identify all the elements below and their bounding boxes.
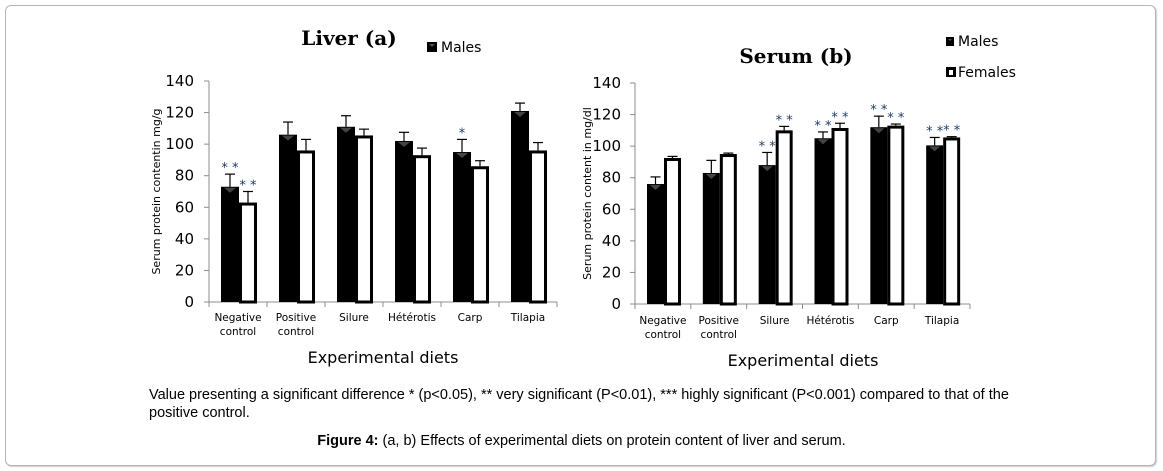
serum-chart-title: Serum (b) — [739, 44, 852, 68]
serum-y-tick-label: 80 — [602, 169, 621, 187]
serum-bar-females — [664, 157, 681, 306]
liver-bar-males — [279, 134, 297, 302]
liver-category-label: Hétérotis — [388, 312, 436, 324]
liver-bar-females — [239, 202, 257, 304]
liver-bar-females — [471, 166, 489, 304]
liver-bar-females — [297, 150, 315, 304]
liver-category-label: Negative — [214, 312, 261, 324]
serum-y-tick-label: 120 — [592, 106, 621, 124]
liver-bar-males — [337, 126, 355, 303]
liver-bar-females — [529, 150, 547, 304]
serum-y-tick-label: 140 — [592, 74, 621, 92]
liver-chart-title: Liver (a) — [301, 26, 396, 50]
liver-bar-males-cap — [398, 141, 410, 147]
serum-bar-males-cap — [705, 173, 717, 179]
serum-y-tick-label: 40 — [602, 232, 621, 250]
serum-category-label: Carp — [874, 315, 899, 327]
liver-category-label: Tilapia — [510, 312, 545, 324]
serum-significance-marker: * * — [926, 124, 944, 139]
serum-significance-marker: * * — [831, 110, 849, 125]
serum-significance-marker: * * — [887, 111, 905, 126]
serum-y-axis-title: Serum protein content in mg/dl — [581, 107, 594, 280]
serum-category-label: Hétérotis — [806, 315, 854, 327]
serum-y-tick-label: 20 — [602, 263, 621, 281]
serum-legend-swatch-males — [946, 37, 954, 46]
liver-y-tick-label: 0 — [184, 293, 194, 311]
figure-frame — [5, 5, 1156, 466]
figure-caption-label: Figure 4: — [317, 433, 379, 449]
serum-bar-males-cap — [817, 139, 829, 145]
serum-bar-females — [719, 154, 737, 306]
liver-category-label: control — [220, 326, 256, 338]
liver-bar-males — [221, 186, 239, 302]
serum-legend-swatch-highlight — [948, 39, 952, 41]
serum-significance-marker: * * — [870, 103, 888, 118]
figure-caption: Figure 4: (a, b) Effects of experimental… — [0, 433, 1163, 449]
liver-significance-marker: * — [459, 126, 466, 141]
liver-significance-marker: * * — [239, 179, 257, 194]
liver-legend-label-males: Males — [441, 40, 481, 56]
serum-y-tick-label: 100 — [592, 137, 621, 155]
serum-y-tick-label: 0 — [611, 295, 621, 313]
liver-significance-marker: * * — [221, 161, 239, 176]
liver-bar-males-cap — [514, 111, 526, 117]
liver-bar-females — [413, 155, 431, 304]
serum-category-label: Silure — [760, 315, 790, 327]
figure-caption-text: (a, b) Effects of experimental diets on … — [378, 433, 846, 449]
liver-y-tick-label: 120 — [165, 104, 194, 122]
serum-bar-females — [887, 125, 905, 306]
liver-y-tick-label: 80 — [175, 167, 194, 185]
liver-y-tick-label: 40 — [175, 230, 194, 248]
liver-bar-males-cap — [282, 135, 294, 141]
serum-legend-label-males: Males — [958, 34, 998, 50]
serum-significance-marker: * * — [776, 113, 794, 128]
liver-bar-males — [395, 140, 413, 302]
liver-category-label: control — [278, 326, 314, 338]
serum-category-label: Positive — [699, 315, 739, 327]
liver-y-tick-label: 100 — [165, 135, 194, 153]
liver-x-axis-title: Experimental diets — [308, 348, 459, 367]
liver-bar-males — [453, 152, 471, 302]
serum-legend-swatch-females-inner — [949, 70, 953, 75]
significance-note: Value presenting a significant differenc… — [149, 387, 1009, 421]
serum-bar-males — [814, 138, 832, 304]
liver-legend-swatch-highlight — [429, 44, 435, 47]
serum-bar-males-cap — [929, 146, 941, 152]
serum-bar-males — [758, 165, 776, 304]
liver-y-axis-title: Serum protein contentin mg/g — [150, 108, 163, 274]
serum-bar-males-cap — [650, 185, 661, 191]
liver-bar-females — [355, 135, 373, 304]
serum-x-axis-title: Experimental diets — [728, 351, 879, 370]
liver-y-tick-label: 140 — [165, 72, 194, 90]
serum-bar-males — [647, 184, 664, 304]
serum-category-label: Tilapia — [924, 315, 959, 327]
liver-bar-males-cap — [340, 127, 352, 133]
liver-bar-males-cap — [224, 187, 236, 193]
liver-category-label: Positive — [276, 312, 316, 324]
serum-bar-males — [702, 172, 720, 304]
serum-significance-marker: * * — [814, 119, 832, 134]
serum-category-label: Negative — [639, 315, 686, 327]
serum-bar-females — [775, 130, 793, 306]
serum-bar-males-cap — [873, 128, 885, 134]
serum-bar-females — [943, 137, 961, 306]
liver-y-tick-label: 60 — [175, 198, 194, 216]
liver-category-label: Silure — [339, 312, 369, 324]
serum-significance-marker: * * — [759, 139, 777, 154]
serum-bar-females — [831, 127, 849, 306]
serum-legend-label-females: Females — [958, 65, 1016, 81]
liver-bar-males-cap — [456, 153, 468, 159]
liver-bar-males — [511, 110, 529, 302]
serum-significance-marker: * * — [943, 124, 961, 139]
serum-bar-males — [926, 145, 944, 304]
liver-category-label: Carp — [458, 312, 483, 324]
serum-category-label: control — [701, 329, 737, 341]
liver-y-tick-label: 20 — [175, 261, 194, 279]
serum-category-label: control — [645, 329, 681, 341]
serum-y-tick-label: 60 — [602, 200, 621, 218]
serum-bar-males-cap — [761, 166, 773, 172]
serum-bar-males — [870, 127, 888, 304]
